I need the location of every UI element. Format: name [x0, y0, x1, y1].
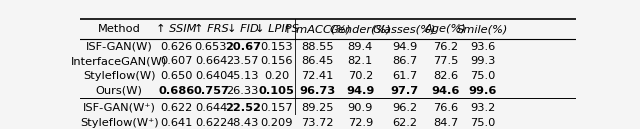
Text: 82.6: 82.6	[433, 71, 458, 81]
Text: 0.650: 0.650	[161, 71, 193, 81]
Text: 84.7: 84.7	[433, 118, 458, 128]
Text: 94.9: 94.9	[392, 42, 417, 52]
Text: ISF-GAN(W⁺): ISF-GAN(W⁺)	[83, 103, 156, 113]
Text: 0.607: 0.607	[161, 56, 193, 66]
Text: 0.626: 0.626	[161, 42, 193, 52]
Text: 0.641: 0.641	[161, 118, 193, 128]
Text: 0.757: 0.757	[193, 86, 229, 96]
Text: 94.9: 94.9	[346, 86, 374, 96]
Text: 94.6: 94.6	[431, 86, 460, 96]
Text: 48.43: 48.43	[227, 118, 259, 128]
Text: Age(%): Age(%)	[425, 24, 467, 34]
Text: 88.55: 88.55	[301, 42, 333, 52]
Text: Glasses(%): Glasses(%)	[372, 24, 436, 34]
Text: 0.20: 0.20	[264, 71, 289, 81]
Text: 93.2: 93.2	[470, 103, 495, 113]
Text: 89.25: 89.25	[301, 103, 333, 113]
Text: 26.33: 26.33	[227, 86, 259, 96]
Text: 20.67: 20.67	[225, 42, 260, 52]
Text: 73.72: 73.72	[301, 118, 333, 128]
Text: 75.0: 75.0	[470, 118, 495, 128]
Text: 76.2: 76.2	[433, 42, 458, 52]
Text: Styleflow(W⁺): Styleflow(W⁺)	[80, 118, 159, 128]
Text: Method: Method	[98, 24, 141, 34]
Text: 72.9: 72.9	[348, 118, 373, 128]
Text: 45.13: 45.13	[227, 71, 259, 81]
Text: 0.653: 0.653	[195, 42, 227, 52]
Text: 0.622: 0.622	[161, 103, 193, 113]
Text: ↓ LPIPS: ↓ LPIPS	[255, 24, 299, 34]
Text: 0.209: 0.209	[260, 118, 293, 128]
Text: 23.57: 23.57	[227, 56, 259, 66]
Text: ↑ mACC(%): ↑ mACC(%)	[284, 24, 351, 34]
Text: 0.664: 0.664	[195, 56, 227, 66]
Text: ISF-GAN(W): ISF-GAN(W)	[86, 42, 152, 52]
Text: 99.6: 99.6	[468, 86, 497, 96]
Text: 93.6: 93.6	[470, 42, 495, 52]
Text: 89.4: 89.4	[348, 42, 373, 52]
Text: ↑ SSIM: ↑ SSIM	[156, 24, 197, 34]
Text: 0.153: 0.153	[260, 42, 293, 52]
Text: 82.1: 82.1	[348, 56, 373, 66]
Text: 0.622: 0.622	[195, 118, 227, 128]
Text: 72.41: 72.41	[301, 71, 333, 81]
Text: Gender(%): Gender(%)	[330, 24, 391, 34]
Text: 86.45: 86.45	[301, 56, 333, 66]
Text: 70.2: 70.2	[348, 71, 373, 81]
Text: 96.2: 96.2	[392, 103, 417, 113]
Text: 86.7: 86.7	[392, 56, 417, 66]
Text: Styleflow(W): Styleflow(W)	[83, 71, 156, 81]
Text: 0.640: 0.640	[195, 71, 227, 81]
Text: 61.7: 61.7	[392, 71, 417, 81]
Text: 76.6: 76.6	[433, 103, 458, 113]
Text: 62.2: 62.2	[392, 118, 417, 128]
Text: 22.52: 22.52	[225, 103, 260, 113]
Text: InterfaceGAN(W): InterfaceGAN(W)	[71, 56, 167, 66]
Text: 0.156: 0.156	[260, 56, 293, 66]
Text: ↑ FRS: ↑ FRS	[193, 24, 228, 34]
Text: 0.105: 0.105	[259, 86, 295, 96]
Text: 99.3: 99.3	[470, 56, 495, 66]
Text: 96.73: 96.73	[299, 86, 335, 96]
Text: ↓ FID: ↓ FID	[227, 24, 259, 34]
Text: 97.7: 97.7	[390, 86, 419, 96]
Text: Smile(%): Smile(%)	[457, 24, 508, 34]
Text: 0.157: 0.157	[260, 103, 293, 113]
Text: 90.9: 90.9	[348, 103, 373, 113]
Text: Ours(W): Ours(W)	[96, 86, 143, 96]
Text: 77.5: 77.5	[433, 56, 458, 66]
Text: 0.644: 0.644	[195, 103, 227, 113]
Text: 75.0: 75.0	[470, 71, 495, 81]
Text: 0.686: 0.686	[159, 86, 195, 96]
